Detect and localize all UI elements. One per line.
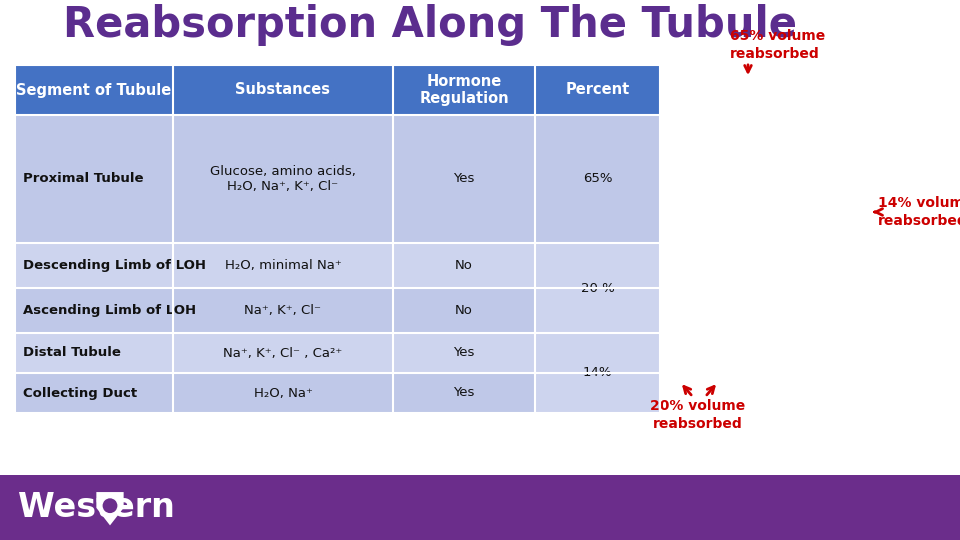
Bar: [535, 243, 660, 333]
Bar: [15, 65, 173, 115]
Bar: [15, 373, 173, 413]
Circle shape: [102, 497, 118, 514]
Text: Collecting Duct: Collecting Duct: [23, 387, 137, 400]
Text: Yes: Yes: [453, 387, 474, 400]
Text: 20 %: 20 %: [581, 281, 614, 294]
Text: Na⁺, K⁺, Cl⁻ , Ca²⁺: Na⁺, K⁺, Cl⁻ , Ca²⁺: [224, 347, 343, 360]
Text: 14% volume
reabsorbed: 14% volume reabsorbed: [878, 197, 960, 228]
Text: Yes: Yes: [453, 172, 474, 186]
Bar: [393, 373, 535, 413]
Bar: [173, 288, 393, 333]
Text: No: No: [455, 304, 473, 317]
Text: Hormone
Regulation: Hormone Regulation: [420, 74, 509, 106]
Bar: [655, 80, 955, 470]
Bar: [0, 475, 960, 540]
Bar: [535, 115, 660, 243]
Text: 65% volume
reabsorbed: 65% volume reabsorbed: [730, 29, 826, 60]
Bar: [173, 243, 393, 288]
Text: Substances: Substances: [235, 83, 330, 98]
Bar: [173, 373, 393, 413]
Text: Western: Western: [18, 491, 175, 524]
Text: Ascending Limb of LOH: Ascending Limb of LOH: [23, 304, 196, 317]
Text: Percent: Percent: [565, 83, 630, 98]
Bar: [173, 65, 393, 115]
Bar: [15, 288, 173, 333]
Text: Na⁺, K⁺, Cl⁻: Na⁺, K⁺, Cl⁻: [245, 304, 322, 317]
Polygon shape: [97, 493, 123, 524]
Text: H₂O, minimal Na⁺: H₂O, minimal Na⁺: [225, 259, 342, 272]
Text: H₂O, Na⁺: H₂O, Na⁺: [253, 387, 312, 400]
Text: Yes: Yes: [453, 347, 474, 360]
Text: Reabsorption Along The Tubule: Reabsorption Along The Tubule: [63, 4, 797, 46]
Bar: [15, 243, 173, 288]
Text: No: No: [455, 259, 473, 272]
Bar: [15, 115, 173, 243]
Bar: [393, 65, 535, 115]
Text: Distal Tubule: Distal Tubule: [23, 347, 121, 360]
Text: 14%: 14%: [583, 367, 612, 380]
Bar: [535, 333, 660, 413]
Bar: [173, 115, 393, 243]
Text: Proximal Tubule: Proximal Tubule: [23, 172, 143, 186]
Bar: [15, 333, 173, 373]
Text: Glucose, amino acids,
H₂O, Na⁺, K⁺, Cl⁻: Glucose, amino acids, H₂O, Na⁺, K⁺, Cl⁻: [210, 165, 356, 193]
Bar: [393, 333, 535, 373]
Bar: [393, 243, 535, 288]
Bar: [173, 333, 393, 373]
Text: Descending Limb of LOH: Descending Limb of LOH: [23, 259, 206, 272]
Bar: [393, 288, 535, 333]
Text: 20% volume
reabsorbed: 20% volume reabsorbed: [650, 400, 746, 431]
Text: Segment of Tubule: Segment of Tubule: [16, 83, 172, 98]
Text: 65%: 65%: [583, 172, 612, 186]
Bar: [535, 65, 660, 115]
Bar: [393, 115, 535, 243]
